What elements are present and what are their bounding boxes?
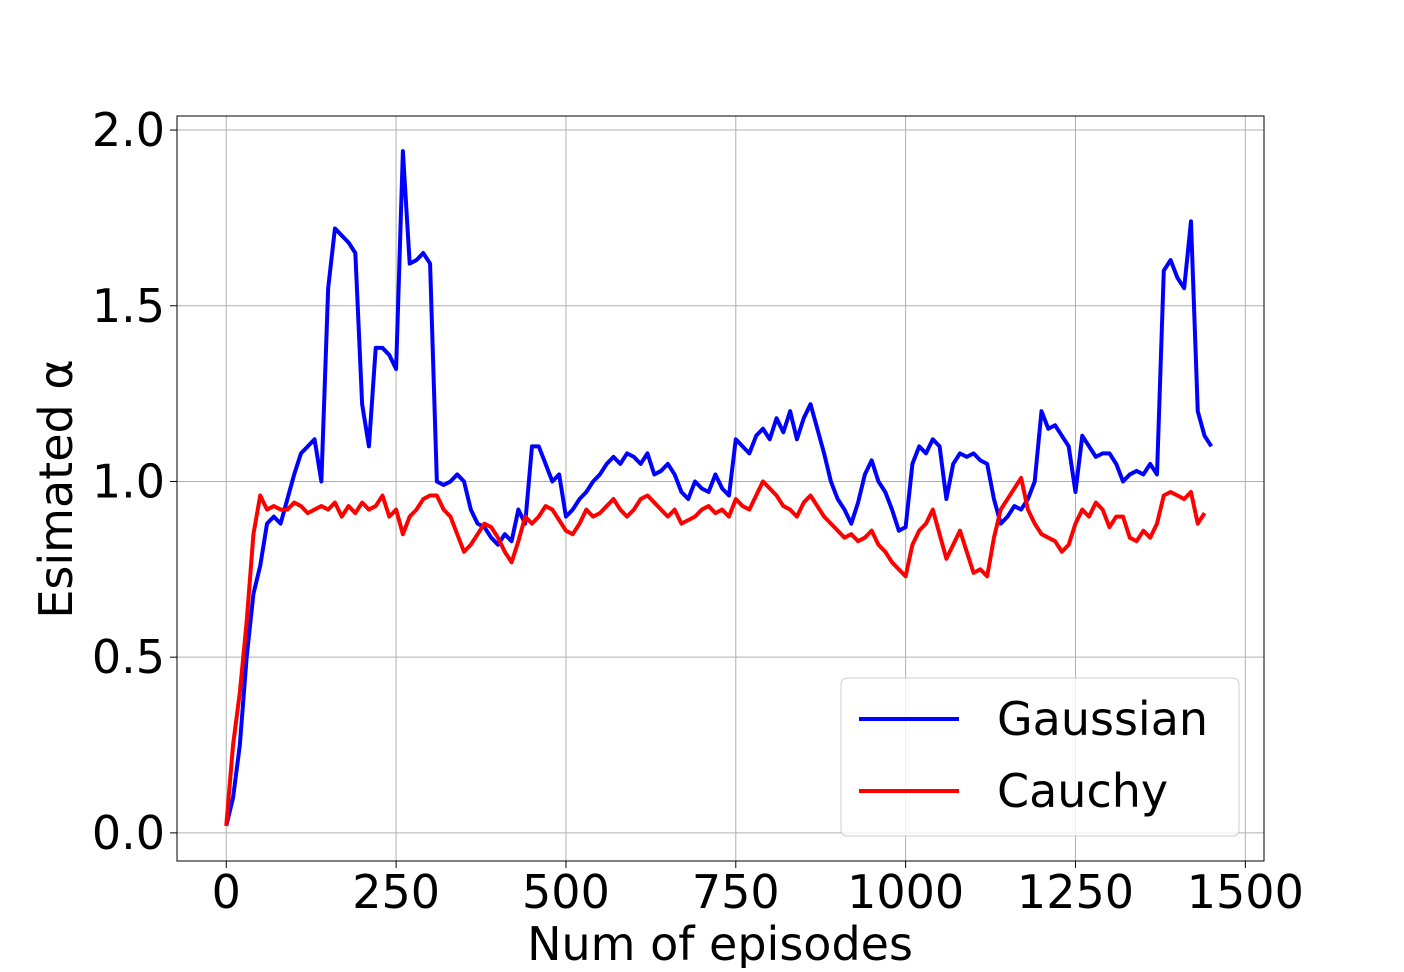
y-tick-label: 2.0 xyxy=(92,103,165,157)
legend: Gaussian Cauchy xyxy=(840,677,1240,837)
x-tick-label: 1250 xyxy=(1017,865,1134,919)
legend-label: Cauchy xyxy=(997,764,1168,818)
y-tick-label: 0.0 xyxy=(92,806,165,860)
y-tick-label: 1.5 xyxy=(92,279,165,333)
y-tick-label: 1.0 xyxy=(92,454,165,508)
legend-label: Gaussian xyxy=(997,692,1208,746)
x-tick-label: 750 xyxy=(692,865,780,919)
series-line xyxy=(224,149,1214,827)
x-tick-label: 500 xyxy=(522,865,610,919)
x-tick-label: 1000 xyxy=(847,865,964,919)
y-tick-label: 0.5 xyxy=(92,630,165,684)
y-axis-label: Esimated α xyxy=(29,359,83,618)
x-tick-label: 1500 xyxy=(1187,865,1304,919)
plot-frame xyxy=(176,115,1265,862)
x-tick-label: 0 xyxy=(212,865,241,919)
series-line xyxy=(224,475,1207,827)
x-axis-label: Num of episodes xyxy=(527,917,913,968)
x-tick-label: 250 xyxy=(352,865,440,919)
